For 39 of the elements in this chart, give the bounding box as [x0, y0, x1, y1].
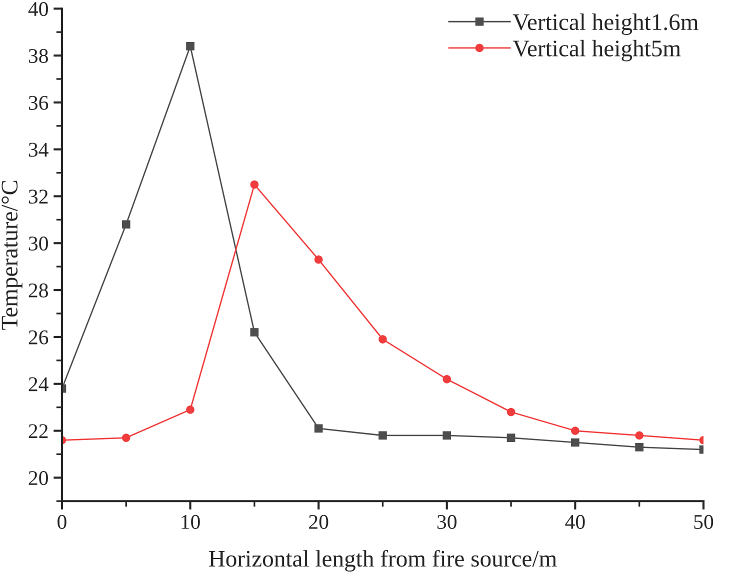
x-tick-label: 10	[182, 514, 200, 529]
point	[250, 180, 259, 189]
point	[186, 405, 194, 414]
point	[314, 424, 323, 433]
y-tick-label: 26	[28, 330, 48, 344]
x-tick-label: 50	[694, 514, 714, 529]
y-tick-label: 36	[28, 96, 48, 110]
point	[571, 426, 580, 435]
point	[250, 328, 259, 336]
y-tick-label: 34	[28, 142, 48, 157]
point	[122, 434, 130, 442]
point	[314, 255, 323, 264]
y-tick-label: 28	[28, 283, 48, 298]
x-axis-title: Horizontal length from fire source/m	[209, 550, 557, 572]
y-tick-label: 32	[28, 190, 48, 204]
point	[378, 431, 387, 440]
x-tick-label: 40	[565, 514, 585, 529]
x-tick-label: 30	[437, 514, 456, 529]
legend-label: Vertical height5m	[512, 40, 681, 62]
y-tick-label: 24	[28, 377, 48, 392]
point	[635, 443, 644, 452]
y-tick-label: 38	[28, 48, 48, 63]
point	[378, 335, 387, 344]
point	[442, 375, 452, 384]
point	[186, 42, 194, 50]
point	[122, 220, 130, 229]
y-axis-title: Temperature/°C	[2, 180, 22, 330]
point	[571, 438, 580, 447]
point	[506, 434, 516, 442]
point	[635, 431, 644, 440]
y-tick-label: 30	[28, 236, 48, 251]
y-tick-label: 20	[28, 471, 48, 486]
y-tick-label: 40	[28, 2, 48, 16]
y-tick-label: 22	[28, 424, 48, 438]
x-tick-label: 0	[58, 514, 66, 529]
legend-label: Vertical height1.6m	[512, 14, 698, 35]
point	[442, 431, 452, 440]
x-tick-label: 20	[309, 514, 328, 529]
point	[506, 408, 516, 416]
